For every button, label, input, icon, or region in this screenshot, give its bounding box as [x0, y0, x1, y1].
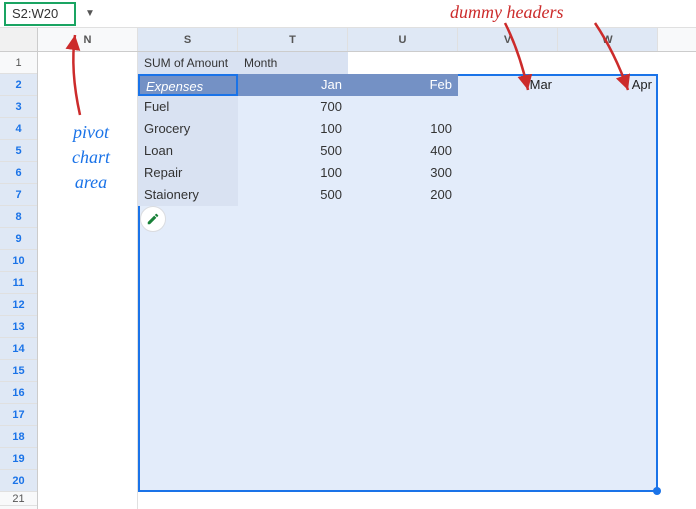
row-header[interactable]: 8: [0, 206, 37, 228]
pivot-val: 500: [238, 140, 348, 162]
selection-handle[interactable]: [653, 487, 661, 495]
pencil-icon: [146, 212, 160, 226]
pivot-cat: Grocery: [138, 118, 238, 140]
row-header[interactable]: 21: [0, 492, 37, 506]
chevron-down-icon: ▼: [85, 8, 95, 19]
pivot-cat: Repair: [138, 162, 238, 184]
pivot-val: 100: [238, 118, 348, 140]
row-header[interactable]: 6: [0, 162, 37, 184]
pivot-row: Grocery 100 100: [138, 118, 658, 140]
pivot-val: 700: [238, 96, 348, 118]
formula-bar-row: S2:W20 ▼: [0, 0, 696, 28]
row-header[interactable]: 17: [0, 404, 37, 426]
cells-area[interactable]: SUM of Amount Month Expenses Jan Feb Mar…: [38, 52, 696, 509]
row-header[interactable]: 20: [0, 470, 37, 492]
select-all-corner[interactable]: [0, 28, 38, 51]
pivot-val: [348, 96, 458, 118]
row-header[interactable]: 3: [0, 96, 37, 118]
pivot-month-jan: Jan: [238, 74, 348, 96]
col-header-v[interactable]: V: [458, 28, 558, 51]
row-header[interactable]: 13: [0, 316, 37, 338]
row-header[interactable]: 2: [0, 74, 37, 96]
pivot-row: Staionery 500 200: [138, 184, 658, 206]
row-headers: 1 2 3 4 5 6 7 8 9 10 11 12 13 14 15 16 1…: [0, 52, 38, 509]
row-header[interactable]: 16: [0, 382, 37, 404]
name-box[interactable]: S2:W20: [4, 2, 76, 26]
row-header[interactable]: 1: [0, 52, 37, 74]
row-header[interactable]: 10: [0, 250, 37, 272]
pivot-month-mar: Mar: [458, 74, 558, 96]
col-header-u[interactable]: U: [348, 28, 458, 51]
pivot-val: 200: [348, 184, 458, 206]
pivot-cat: Staionery: [138, 184, 238, 206]
row-header[interactable]: 15: [0, 360, 37, 382]
row-header[interactable]: 14: [0, 338, 37, 360]
pivot-val: 500: [238, 184, 348, 206]
pivot-header-row-1: SUM of Amount Month: [138, 52, 658, 74]
row-header[interactable]: 9: [0, 228, 37, 250]
pivot-table: SUM of Amount Month Expenses Jan Feb Mar…: [138, 52, 658, 206]
name-box-dropdown[interactable]: ▼: [76, 2, 104, 26]
pivot-row: Loan 500 400: [138, 140, 658, 162]
col-header-s[interactable]: S: [138, 28, 238, 51]
pivot-header-row-2: Expenses Jan Feb Mar Apr: [138, 74, 658, 96]
column-n-area: [38, 52, 138, 509]
row-header[interactable]: 11: [0, 272, 37, 294]
pivot-val: 300: [348, 162, 458, 184]
pivot-month-apr: Apr: [558, 74, 658, 96]
pivot-val: 100: [348, 118, 458, 140]
pivot-sum-label: SUM of Amount: [138, 52, 238, 74]
row-header[interactable]: 12: [0, 294, 37, 316]
pivot-month-label: Month: [238, 52, 348, 74]
row-header[interactable]: 19: [0, 448, 37, 470]
col-header-w[interactable]: W: [558, 28, 658, 51]
pivot-cat: Fuel: [138, 96, 238, 118]
pivot-month-feb: Feb: [348, 74, 458, 96]
pivot-row: Fuel 700: [138, 96, 658, 118]
pivot-edit-button[interactable]: [140, 206, 166, 232]
pivot-cat: Loan: [138, 140, 238, 162]
pivot-val: 400: [348, 140, 458, 162]
col-header-n[interactable]: N: [38, 28, 138, 51]
col-header-t[interactable]: T: [238, 28, 348, 51]
row-header[interactable]: 4: [0, 118, 37, 140]
grid-body: 1 2 3 4 5 6 7 8 9 10 11 12 13 14 15 16 1…: [0, 52, 696, 509]
pivot-expenses-header[interactable]: Expenses: [138, 74, 238, 96]
row-header[interactable]: 5: [0, 140, 37, 162]
pivot-val: 100: [238, 162, 348, 184]
pivot-row: Repair 100 300: [138, 162, 658, 184]
column-headers: N S T U V W: [0, 28, 696, 52]
name-box-value: S2:W20: [12, 6, 58, 21]
row-header[interactable]: 18: [0, 426, 37, 448]
row-header[interactable]: 7: [0, 184, 37, 206]
